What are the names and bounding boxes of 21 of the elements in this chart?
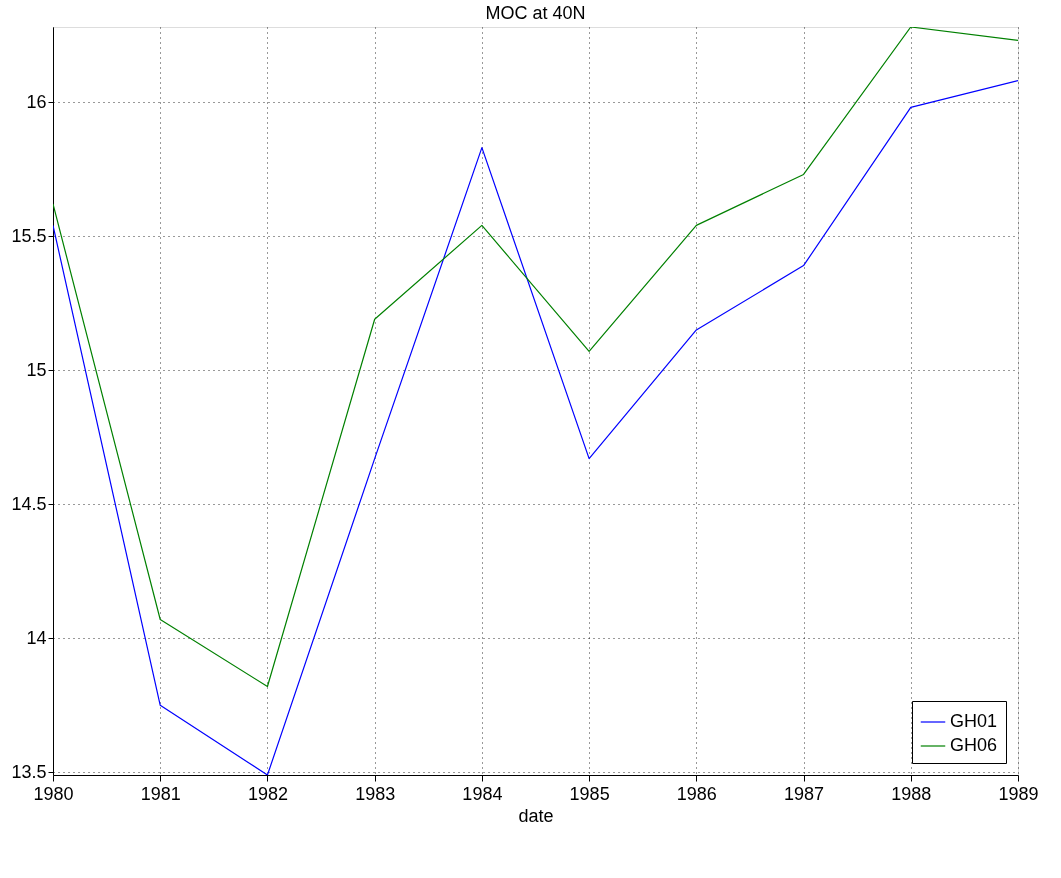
y-tick-label: 14.5 <box>11 493 47 514</box>
x-tick-label: 1980 <box>33 783 74 804</box>
line-series <box>53 27 1018 688</box>
x-tick-label: 1987 <box>784 783 825 804</box>
x-axis-title: date <box>518 805 554 826</box>
chart-title: MOC at 40N <box>485 3 586 23</box>
x-tick-label: 1985 <box>569 783 610 804</box>
x-tick-label: 1983 <box>355 783 396 804</box>
x-tick-label: 1982 <box>247 783 288 804</box>
x-tick-label: 1986 <box>676 783 717 804</box>
legend-label: GH01 <box>950 711 998 731</box>
y-tick-label: 14 <box>26 627 47 648</box>
y-tick-label: 15 <box>26 359 47 380</box>
y-tick-label: 13.5 <box>11 761 47 782</box>
legend-label: GH06 <box>950 735 998 755</box>
x-tick-label: 1981 <box>140 783 181 804</box>
x-tick-label: 1984 <box>462 783 503 804</box>
x-tick-label: 1989 <box>998 783 1039 804</box>
y-tick-label: 16 <box>26 91 47 112</box>
x-tick-label: 1988 <box>891 783 932 804</box>
y-tick-label: 15.5 <box>11 225 47 246</box>
